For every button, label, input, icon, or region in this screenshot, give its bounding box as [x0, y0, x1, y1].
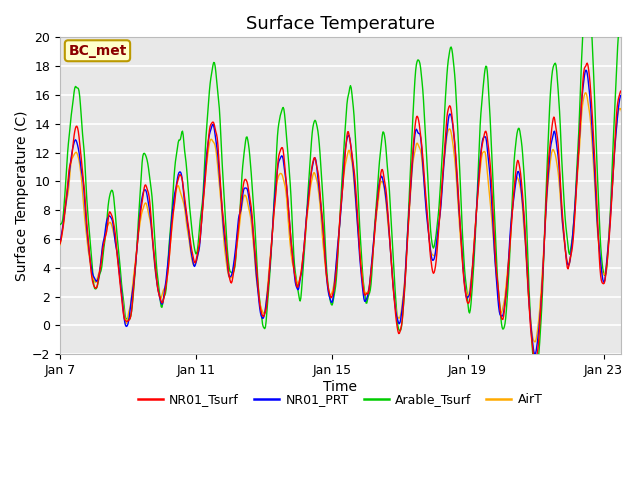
Y-axis label: Surface Temperature (C): Surface Temperature (C) — [15, 110, 29, 281]
X-axis label: Time: Time — [323, 380, 357, 394]
Legend: NR01_Tsurf, NR01_PRT, Arable_Tsurf, AirT: NR01_Tsurf, NR01_PRT, Arable_Tsurf, AirT — [133, 388, 547, 411]
Text: BC_met: BC_met — [68, 44, 127, 58]
Title: Surface Temperature: Surface Temperature — [246, 15, 435, 33]
